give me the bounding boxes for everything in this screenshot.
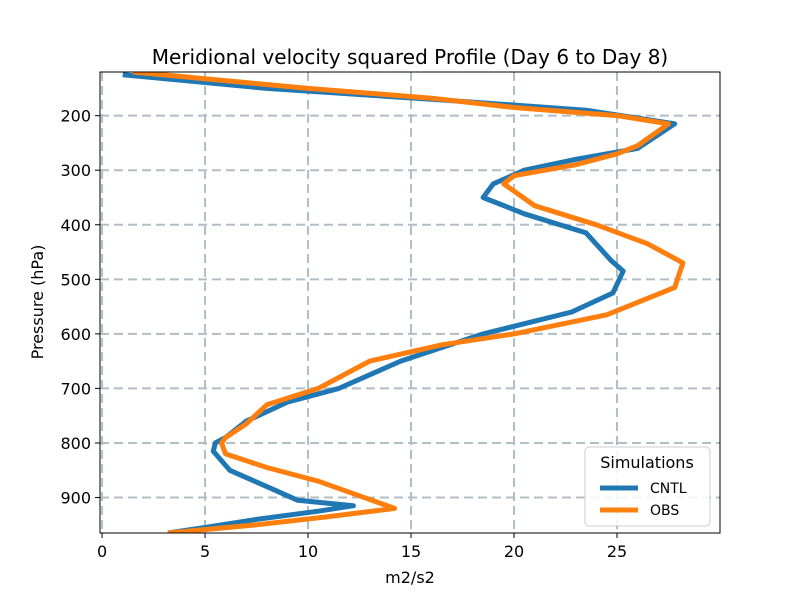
legend-box — [584, 446, 711, 527]
y-tick-label: 400 — [60, 216, 91, 235]
legend-label-obs: OBS — [650, 503, 679, 519]
x-tick-label: 0 — [97, 542, 107, 561]
x-tick-label: 15 — [401, 542, 421, 561]
x-tick-label: 5 — [200, 542, 210, 561]
legend-label-cntl: CNTL — [650, 481, 687, 497]
y-tick-label: 600 — [60, 325, 91, 344]
legend: Simulations CNTL OBS — [584, 446, 711, 527]
x-axis-label: m2/s2 — [385, 568, 435, 587]
y-tick-label: 700 — [60, 379, 91, 398]
grid — [100, 72, 720, 533]
series-line-obs — [132, 72, 686, 533]
x-tick-label: 25 — [607, 542, 627, 561]
chart-title: Meridional velocity squared Profile (Day… — [152, 45, 668, 69]
y-tick-label: 300 — [60, 161, 91, 180]
axes-frame — [99, 71, 721, 534]
y-tick-label: 800 — [60, 434, 91, 453]
y-tick-label: 900 — [60, 489, 91, 508]
x-tick-label: 10 — [298, 542, 318, 561]
y-tick-label: 500 — [60, 270, 91, 289]
y-tick-label: 200 — [60, 107, 91, 126]
ticks: 0 5 10 15 20 25 200 300 400 500 600 700 800 900 — [60, 107, 627, 561]
x-tick-label: 20 — [504, 542, 524, 561]
series-lines — [122, 72, 686, 533]
legend-title: Simulations — [600, 453, 694, 472]
y-axis-label: Pressure (hPa) — [28, 245, 47, 360]
